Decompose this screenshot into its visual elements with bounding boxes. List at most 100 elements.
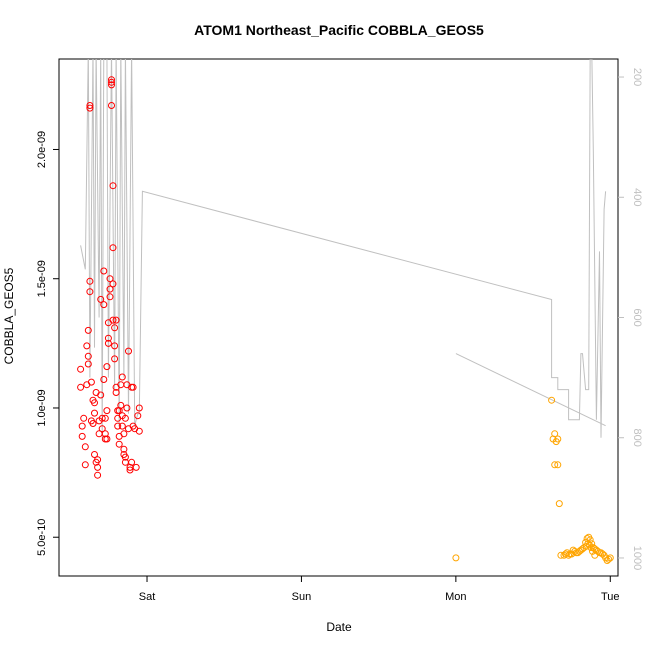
series-1-point: [134, 412, 142, 420]
series-2-point: [555, 500, 563, 508]
series-1-point: [89, 420, 97, 427]
series-2-point: [557, 551, 565, 559]
series-1-point: [84, 360, 92, 368]
series-1-point: [81, 443, 89, 451]
series-1-point: [128, 458, 136, 466]
series-1-point: [135, 427, 143, 435]
series-1-point: [109, 280, 117, 288]
series-1-point: [78, 422, 86, 430]
series-1-point: [135, 404, 143, 412]
series-1-point: [83, 342, 91, 350]
series-1-point: [91, 451, 98, 458]
x-tick-label: Sun: [292, 591, 312, 603]
series-1-point: [98, 414, 106, 422]
series-1-point: [101, 414, 109, 422]
x-tick-label: Tue: [601, 591, 620, 603]
series-1-point: [86, 102, 94, 109]
series-1-point: [94, 463, 102, 471]
series-1-point: [80, 414, 88, 422]
series-1-point: [94, 456, 102, 464]
series-1-point: [125, 347, 132, 355]
series-1-point: [94, 471, 102, 479]
series-1-point: [84, 352, 92, 360]
series-2-point: [591, 551, 599, 559]
series-1-point: [100, 376, 108, 383]
series-2-point: [589, 547, 596, 555]
series-1-point: [104, 334, 112, 342]
series-2-point: [551, 430, 559, 438]
series-1-point: [97, 391, 105, 399]
series-1-point: [129, 383, 137, 391]
series-1-point: [103, 363, 111, 371]
series-1-point: [109, 316, 117, 324]
series-1-point: [120, 430, 128, 438]
series-1-point: [109, 182, 117, 190]
series-1-point: [126, 466, 134, 474]
series-1-point: [86, 104, 94, 112]
series-1-point: [106, 293, 114, 301]
y-tick-label: 1.0e-09: [36, 389, 48, 426]
y2-tick-label: 1000: [631, 546, 643, 570]
points-layer: [77, 76, 614, 564]
series-1-point: [111, 324, 119, 332]
y-tick-label: 5.0e-10: [36, 519, 48, 556]
series-1-point: [111, 342, 119, 350]
series-1-point: [117, 401, 125, 409]
series-1-point: [112, 316, 120, 324]
pressure-line-layer: [80, 59, 607, 438]
series-1-point: [132, 463, 140, 471]
series-1-point: [100, 267, 108, 275]
series-2-point: [586, 536, 594, 544]
pressure-line-1: [80, 59, 607, 438]
series-1-point: [77, 365, 85, 373]
y2-tick-label: 600: [631, 308, 643, 326]
series-1-point: [78, 432, 86, 440]
y-axis-label: COBBLA_GEOS5: [2, 267, 16, 364]
series-1-point: [91, 409, 98, 417]
series-2-point: [605, 555, 613, 563]
series-1-point: [121, 414, 129, 422]
series-1-point: [108, 81, 115, 89]
x-axis-label: Date: [326, 620, 352, 634]
y2-tick-label: 400: [631, 188, 643, 206]
series-1-point: [112, 389, 120, 396]
series-2-point: [587, 544, 595, 552]
series-1-point: [98, 425, 106, 433]
series-1-point: [114, 422, 122, 430]
y-tick-label: 2.0e-09: [36, 131, 48, 168]
series-1-point: [106, 285, 114, 293]
series-1-point: [103, 407, 111, 415]
series-1-point: [108, 102, 115, 109]
series-1-point: [118, 373, 126, 381]
series-1-point: [109, 244, 117, 252]
series-1-point: [111, 355, 119, 363]
y2-tick-label: 200: [631, 68, 643, 86]
pressure-line-2: [455, 353, 606, 427]
chart-title: ATOM1 Northeast_Pacific COBBLA_GEOS5: [194, 22, 484, 38]
series-2-point: [554, 435, 562, 443]
series-1-point: [77, 383, 85, 391]
series-1-point: [108, 78, 115, 86]
series-1-point: [120, 445, 128, 453]
series-2-point: [548, 396, 556, 404]
series-1-point: [100, 301, 108, 309]
plot-area: [58, 58, 619, 577]
series-2-point: [606, 554, 614, 562]
series-1-point: [91, 399, 98, 407]
series-1-point: [103, 435, 111, 443]
series-1-point: [84, 326, 92, 334]
series-2-point: [452, 554, 460, 562]
series-1-point: [87, 378, 95, 386]
y-tick-label: 1.5e-09: [36, 260, 48, 297]
series-1-point: [81, 461, 89, 469]
series-1-point: [108, 76, 115, 84]
series-1-point: [106, 275, 114, 283]
series-1-point: [115, 440, 123, 448]
series-1-point: [118, 422, 126, 430]
series-1-point: [97, 295, 105, 303]
plot-frame: [58, 58, 619, 577]
series-1-point: [121, 453, 129, 461]
series-1-point: [86, 288, 94, 296]
series-2-point: [583, 535, 591, 542]
